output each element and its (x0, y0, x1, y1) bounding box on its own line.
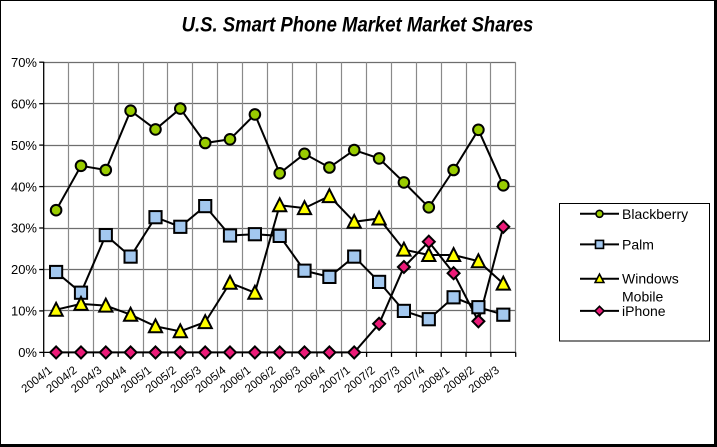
svg-text:Palm: Palm (622, 236, 654, 252)
svg-text:40%: 40% (11, 179, 37, 194)
svg-text:50%: 50% (11, 138, 37, 153)
svg-text:60%: 60% (11, 96, 37, 111)
svg-text:Mobile: Mobile (622, 289, 663, 305)
svg-text:Blackberry: Blackberry (622, 206, 688, 222)
svg-text:70%: 70% (11, 55, 37, 70)
svg-text:Windows: Windows (622, 271, 679, 287)
svg-text:iPhone: iPhone (622, 303, 666, 319)
svg-text:10%: 10% (11, 304, 37, 319)
svg-text:30%: 30% (11, 221, 37, 236)
svg-text:20%: 20% (11, 262, 37, 277)
svg-text:0%: 0% (18, 345, 37, 360)
